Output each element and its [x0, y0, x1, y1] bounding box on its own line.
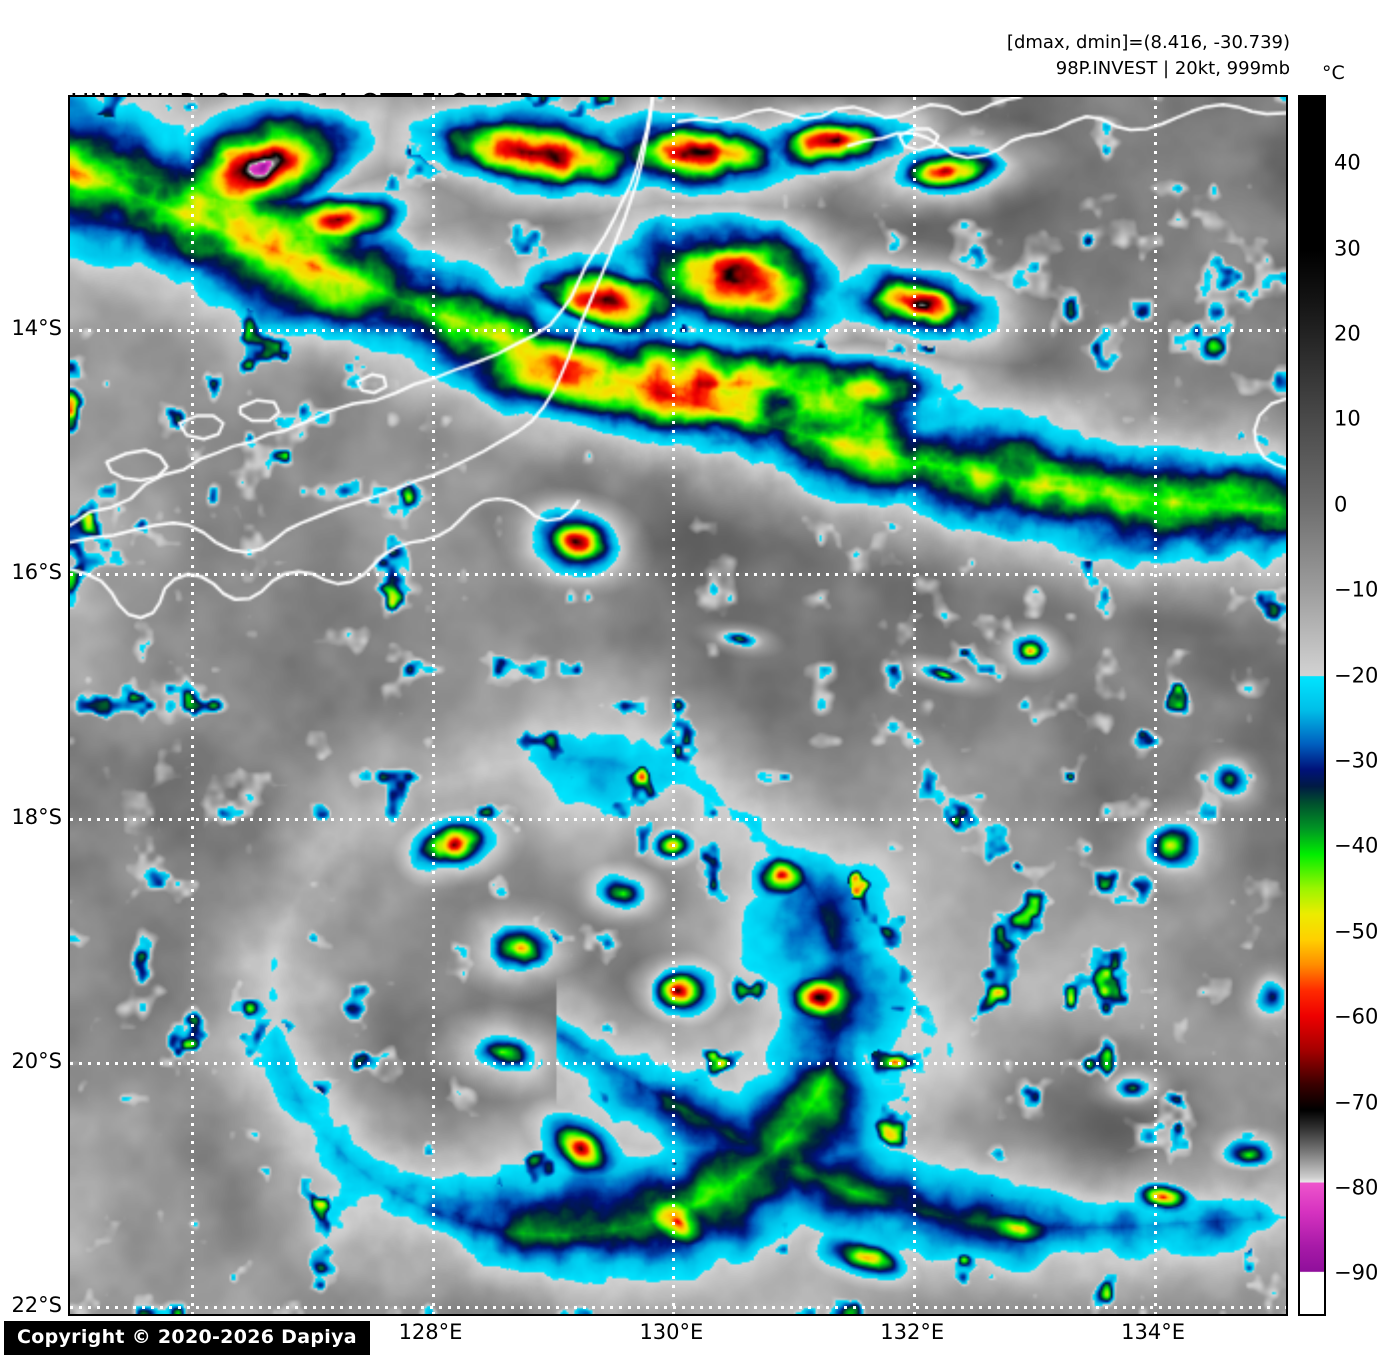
colorbar-unit-label: °C: [1322, 62, 1345, 84]
colorbar-tick-label: −90: [1334, 1260, 1379, 1285]
lon-tick-label: 132°E: [880, 1320, 945, 1344]
colorbar-gradient: [1300, 97, 1324, 1314]
colorbar-tick-label: 30: [1334, 236, 1361, 261]
storm-info-label: 98P.INVEST | 20kt, 999mb: [1055, 58, 1290, 79]
lat-tick-label: 14°S: [11, 316, 62, 341]
colorbar-tick-label: −80: [1334, 1175, 1379, 1200]
colorbar-tick-label: −20: [1334, 663, 1379, 688]
colorbar-tick-label: 20: [1334, 321, 1361, 346]
colorbar-tick-label: 0: [1334, 492, 1348, 517]
data-minmax-label: [dmax, dmin]=(8.416, -30.739): [1006, 32, 1290, 53]
lon-tick-label: 128°E: [398, 1320, 463, 1344]
colorbar-tick-label: −30: [1334, 748, 1379, 773]
colorbar-tick-label: −70: [1334, 1090, 1379, 1115]
metadata-block: [dmax, dmin]=(8.416, -30.739) 98P.INVEST…: [770, 30, 1290, 82]
colorbar-tick-label: −10: [1334, 577, 1379, 602]
lat-tick-label: 18°S: [11, 804, 62, 829]
colorbar-bar: [1298, 95, 1326, 1316]
colorbar-tick-label: −50: [1334, 919, 1379, 944]
colorbar-tick-label: 40: [1334, 150, 1361, 175]
satellite-imagery-canvas: [70, 97, 1286, 1314]
lat-tick-label: 22°S: [11, 1293, 62, 1317]
colorbar-tick-label: −40: [1334, 833, 1379, 858]
lat-tick-label: 16°S: [11, 560, 62, 585]
lat-tick-label: 20°S: [11, 1048, 62, 1073]
copyright-notice: Copyright © 2020-2026 Dapiya: [4, 1321, 370, 1355]
lon-tick-label: 134°E: [1121, 1320, 1186, 1344]
lon-tick-label: 130°E: [639, 1320, 704, 1344]
colorbar-tick-label: 10: [1334, 406, 1361, 431]
satellite-image-plot[interactable]: [68, 95, 1288, 1316]
colorbar-tick-label: −60: [1334, 1004, 1379, 1029]
colorbar: [1298, 95, 1326, 1316]
